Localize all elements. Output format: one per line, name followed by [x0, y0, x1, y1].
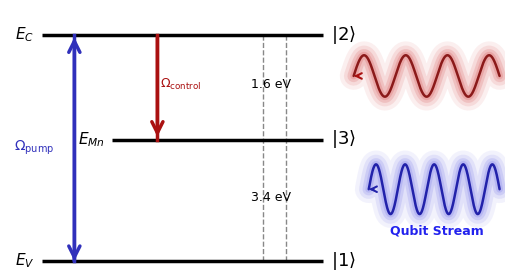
Text: 3.4 eV: 3.4 eV — [250, 191, 290, 204]
Text: Qubit Stream: Qubit Stream — [389, 224, 483, 237]
Text: $|3\rangle$: $|3\rangle$ — [330, 129, 355, 150]
Text: $E_V$: $E_V$ — [15, 252, 34, 270]
Text: $|2\rangle$: $|2\rangle$ — [330, 23, 355, 45]
Text: $\Omega_{\mathrm{pump}}$: $\Omega_{\mathrm{pump}}$ — [14, 139, 54, 157]
Text: $E_{Mn}$: $E_{Mn}$ — [78, 130, 105, 149]
Text: $E_C$: $E_C$ — [15, 25, 34, 44]
Text: $|1\rangle$: $|1\rangle$ — [330, 250, 355, 272]
Text: $\Omega_{\mathrm{control}}$: $\Omega_{\mathrm{control}}$ — [160, 77, 201, 92]
Text: 1.6 eV: 1.6 eV — [250, 78, 290, 91]
